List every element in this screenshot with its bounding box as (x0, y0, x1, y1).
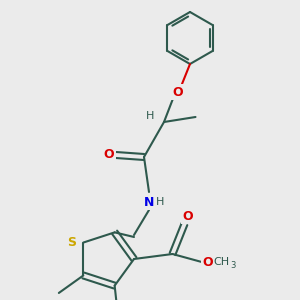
Text: 3: 3 (230, 260, 236, 269)
Text: O: O (173, 85, 183, 98)
Text: H: H (156, 197, 164, 207)
Text: H: H (146, 111, 154, 121)
Text: O: O (104, 148, 114, 161)
Text: N: N (144, 196, 154, 208)
Text: S: S (67, 236, 76, 249)
Text: CH: CH (214, 257, 230, 267)
Text: O: O (202, 256, 213, 268)
Text: O: O (182, 209, 193, 223)
